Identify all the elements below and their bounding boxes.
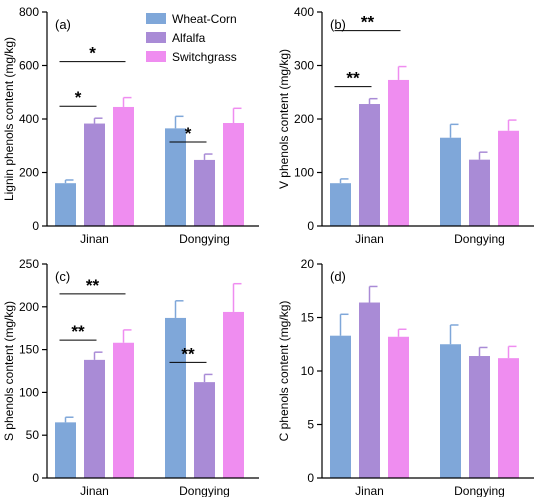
- bar-jinan-switchgrass: [388, 79, 409, 226]
- y-axis-label: Lignin phenols content (mg/kg): [2, 37, 16, 201]
- chart-panel-2: ** ** 0 100 200 300 400 Jinan Dongying V phenols …: [277, 5, 534, 246]
- bar-dongying-alfalfa: [194, 159, 215, 226]
- bar-dongying-wheat-corn: [165, 128, 186, 226]
- bar-dongying-switchgrass: [223, 311, 244, 478]
- bar-jinan-switchgrass: [388, 336, 409, 478]
- bar-dongying-alfalfa: [194, 382, 215, 478]
- legend-label: Alfalfa: [172, 31, 206, 45]
- chart-panel-3: ** ** ** 0 50 100 150 200 250 Jinan Dongying S phen…: [2, 257, 259, 497]
- significance-label: *: [89, 44, 96, 63]
- chart-panel-4: 0 5 10 15 20 Jinan Dongying C phenols content (…: [277, 257, 534, 497]
- bar-jinan-switchgrass: [113, 106, 134, 226]
- bar-dongying-wheat-corn: [440, 344, 461, 478]
- y-tick-label: 200: [19, 300, 39, 314]
- bar-dongying-alfalfa: [469, 356, 490, 478]
- chart-panel-1: * * * 0 200 400 600 800 Jinan Dongying Lignin phen…: [2, 5, 259, 246]
- y-tick-label: 20: [301, 257, 315, 271]
- y-tick-label: 100: [294, 166, 314, 180]
- significance-label: **: [86, 276, 100, 295]
- y-tick-label: 0: [32, 219, 39, 233]
- panel-label: (b): [330, 17, 346, 32]
- significance-label: **: [71, 322, 85, 341]
- y-axis-label: S phenols content (mg/kg): [2, 301, 16, 441]
- y-tick-label: 0: [32, 471, 39, 485]
- bar-jinan-wheat-corn: [330, 335, 351, 478]
- bar-dongying-alfalfa: [469, 159, 490, 226]
- significance-label: **: [361, 13, 375, 32]
- legend-swatch: [146, 51, 166, 62]
- x-tick-label: Dongying: [179, 232, 230, 246]
- bar-jinan-wheat-corn: [55, 422, 76, 478]
- panel-label: (c): [55, 269, 70, 284]
- legend-swatch: [146, 13, 166, 24]
- x-tick-label: Dongying: [454, 484, 505, 497]
- bar-jinan-wheat-corn: [55, 183, 76, 226]
- panel-label: (a): [55, 17, 71, 32]
- x-tick-label: Jinan: [355, 484, 384, 497]
- y-tick-label: 0: [307, 219, 314, 233]
- bar-jinan-switchgrass: [113, 342, 134, 478]
- y-tick-label: 800: [19, 5, 39, 19]
- y-tick-label: 200: [19, 166, 39, 180]
- bar-dongying-wheat-corn: [165, 317, 186, 478]
- x-tick-label: Dongying: [454, 232, 505, 246]
- x-tick-label: Dongying: [179, 484, 230, 497]
- y-tick-label: 50: [26, 428, 40, 442]
- legend-label: Switchgrass: [172, 50, 237, 64]
- y-tick-label: 250: [19, 257, 39, 271]
- y-tick-label: 5: [307, 418, 314, 432]
- y-tick-label: 200: [294, 112, 314, 126]
- x-tick-label: Jinan: [80, 484, 109, 497]
- bar-jinan-alfalfa: [359, 104, 380, 226]
- panel-label: (d): [330, 269, 346, 284]
- y-tick-label: 15: [301, 311, 315, 325]
- significance-label: **: [181, 344, 195, 363]
- y-tick-label: 0: [307, 471, 314, 485]
- y-axis-label: C phenols content (mg/kg): [277, 301, 291, 442]
- y-tick-label: 100: [19, 385, 39, 399]
- y-tick-label: 10: [301, 364, 315, 378]
- legend: Wheat-Corn Alfalfa Switchgrass: [146, 12, 237, 64]
- y-tick-label: 600: [19, 59, 39, 73]
- significance-label: *: [75, 88, 82, 107]
- y-tick-label: 400: [294, 5, 314, 19]
- significance-label: *: [185, 124, 192, 143]
- y-tick-label: 150: [19, 343, 39, 357]
- x-tick-label: Jinan: [80, 232, 109, 246]
- legend-swatch: [146, 32, 166, 43]
- bar-dongying-wheat-corn: [440, 137, 461, 226]
- y-tick-label: 300: [294, 59, 314, 73]
- bar-jinan-alfalfa: [84, 359, 105, 478]
- legend-label: Wheat-Corn: [172, 12, 237, 26]
- y-axis-label: V phenols content (mg/kg): [277, 49, 291, 189]
- y-tick-label: 400: [19, 112, 39, 126]
- bar-dongying-switchgrass: [223, 123, 244, 226]
- bar-jinan-alfalfa: [359, 302, 380, 478]
- significance-label: **: [346, 69, 360, 88]
- bar-dongying-switchgrass: [498, 130, 519, 226]
- bar-jinan-wheat-corn: [330, 183, 351, 226]
- x-tick-label: Jinan: [355, 232, 384, 246]
- bar-jinan-alfalfa: [84, 123, 105, 226]
- bar-dongying-switchgrass: [498, 358, 519, 478]
